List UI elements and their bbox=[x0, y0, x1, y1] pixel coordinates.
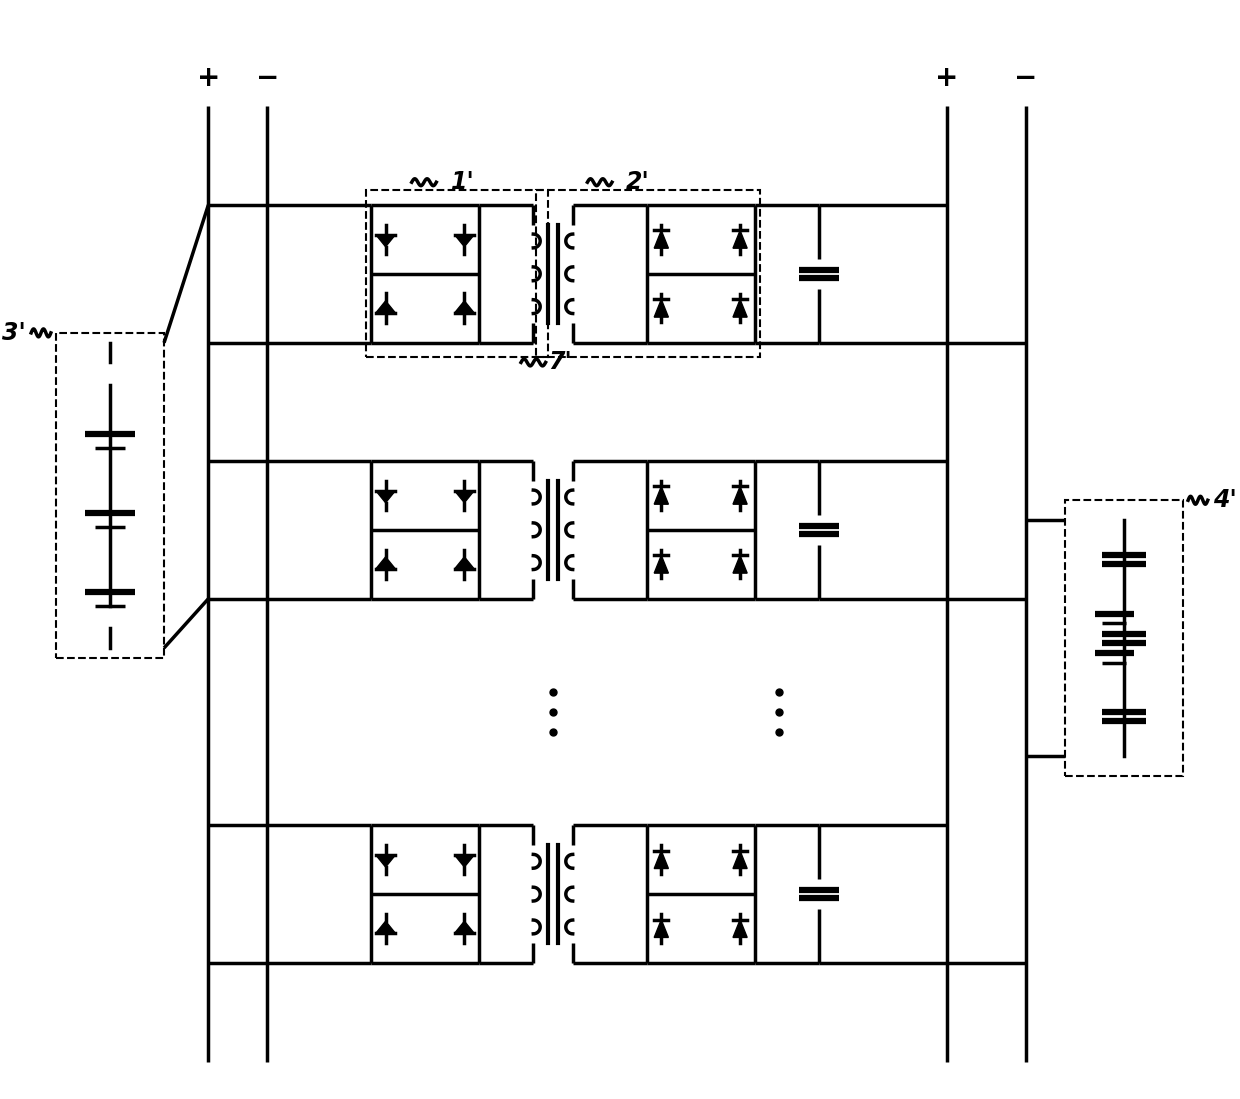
Polygon shape bbox=[376, 301, 396, 313]
Text: 2': 2' bbox=[626, 170, 650, 195]
Polygon shape bbox=[655, 299, 668, 318]
Text: 1': 1' bbox=[450, 170, 475, 195]
Polygon shape bbox=[376, 235, 396, 247]
Polygon shape bbox=[733, 555, 748, 574]
Text: −: − bbox=[1014, 64, 1037, 91]
Polygon shape bbox=[376, 557, 396, 568]
Polygon shape bbox=[655, 920, 668, 937]
Text: 4': 4' bbox=[1213, 488, 1236, 512]
Polygon shape bbox=[455, 301, 474, 313]
Bar bbox=[56, 333, 164, 658]
Text: 3': 3' bbox=[2, 321, 26, 345]
Polygon shape bbox=[376, 921, 396, 933]
Polygon shape bbox=[455, 921, 474, 933]
Polygon shape bbox=[376, 855, 396, 867]
Text: +: + bbox=[197, 64, 219, 91]
Bar bbox=[1065, 500, 1183, 776]
Polygon shape bbox=[733, 920, 748, 937]
Polygon shape bbox=[455, 235, 474, 247]
Text: −: − bbox=[255, 64, 279, 91]
Polygon shape bbox=[733, 487, 748, 504]
Text: +: + bbox=[935, 64, 959, 91]
Polygon shape bbox=[455, 855, 474, 867]
Polygon shape bbox=[655, 555, 668, 574]
Polygon shape bbox=[733, 299, 748, 318]
Polygon shape bbox=[655, 851, 668, 868]
Polygon shape bbox=[733, 231, 748, 248]
Polygon shape bbox=[455, 491, 474, 502]
Polygon shape bbox=[455, 557, 474, 568]
Bar bbox=[366, 190, 548, 357]
Text: 7': 7' bbox=[548, 351, 572, 375]
Polygon shape bbox=[376, 491, 396, 502]
Bar bbox=[536, 190, 760, 357]
Polygon shape bbox=[733, 851, 748, 868]
Polygon shape bbox=[655, 487, 668, 504]
Polygon shape bbox=[655, 231, 668, 248]
